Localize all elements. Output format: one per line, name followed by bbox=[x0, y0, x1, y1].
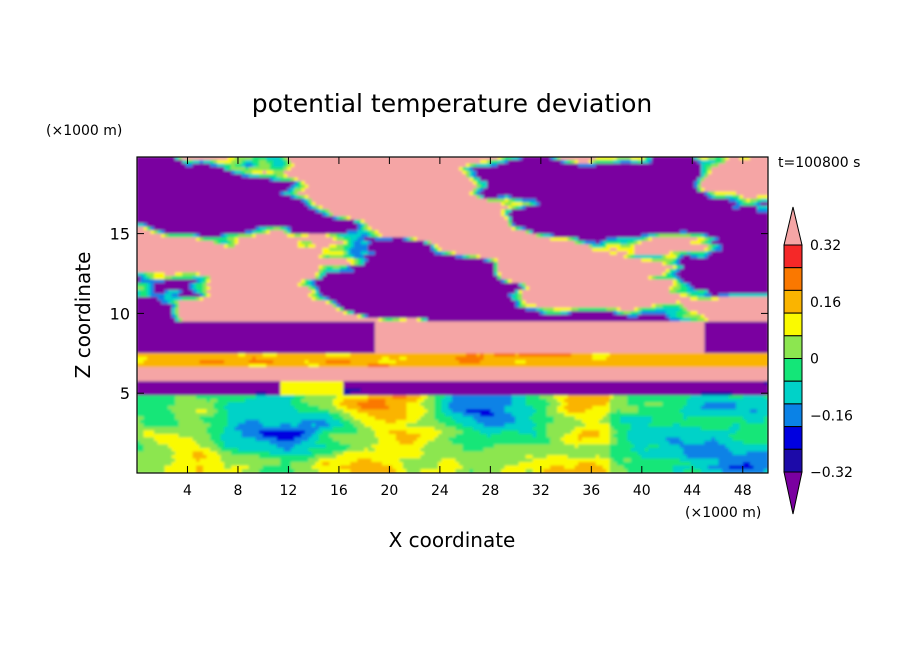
colorbar-segment bbox=[783, 448, 803, 473]
colorbar-label: 0 bbox=[810, 352, 819, 368]
y-axis-unit: (×1000 m) bbox=[46, 123, 122, 139]
colorbar-label: −0.16 bbox=[810, 408, 853, 424]
x-axis: 4 8 12 16 20 24 28 32 36 40 44 48 bbox=[183, 157, 752, 499]
colorbar-segment bbox=[783, 358, 803, 382]
colorbar-segment bbox=[783, 312, 803, 337]
colorbar-segment bbox=[783, 335, 803, 359]
y-axis-label: Z coordinate bbox=[71, 252, 95, 379]
x-tick-label: 32 bbox=[532, 483, 550, 499]
plot-frame bbox=[136, 156, 769, 474]
contour-field bbox=[137, 157, 768, 473]
colorbar-label: 0.16 bbox=[810, 295, 841, 311]
colorbar-upper-extension bbox=[783, 206, 803, 246]
colorbar: −0.32 −0.16 0 0.16 0.32 bbox=[783, 206, 853, 515]
chart-title: potential temperature deviation bbox=[252, 89, 652, 118]
x-tick-label: 28 bbox=[481, 483, 499, 499]
colorbar-segment bbox=[783, 244, 803, 269]
x-axis-label: X coordinate bbox=[389, 528, 516, 552]
colorbar-segment bbox=[783, 380, 803, 405]
colorbar-lower-extension bbox=[783, 471, 803, 515]
y-tick-label: 10 bbox=[110, 304, 130, 323]
x-tick-label: 20 bbox=[380, 483, 398, 499]
colorbar-segment bbox=[783, 426, 803, 450]
x-tick-label: 12 bbox=[280, 483, 298, 499]
colorbar-segment bbox=[783, 267, 803, 291]
time-label: t=100800 s bbox=[778, 155, 860, 171]
x-tick-label: 4 bbox=[183, 483, 192, 499]
x-tick-label: 40 bbox=[633, 483, 651, 499]
colorbar-label: 0.32 bbox=[810, 238, 841, 254]
x-tick-label: 16 bbox=[330, 483, 348, 499]
x-tick-label: 44 bbox=[683, 483, 701, 499]
x-axis-unit: (×1000 m) bbox=[685, 505, 761, 521]
colorbar-label: −0.32 bbox=[810, 465, 853, 481]
y-tick-label: 5 bbox=[120, 384, 130, 403]
colorbar-segment bbox=[783, 403, 803, 428]
x-tick-label: 24 bbox=[431, 483, 449, 499]
x-tick-label: 36 bbox=[582, 483, 600, 499]
x-tick-label: 8 bbox=[233, 483, 242, 499]
y-axis: 5 10 15 bbox=[110, 225, 768, 403]
x-tick-label: 48 bbox=[734, 483, 752, 499]
y-tick-label: 15 bbox=[110, 225, 130, 244]
colorbar-segment bbox=[783, 289, 803, 314]
